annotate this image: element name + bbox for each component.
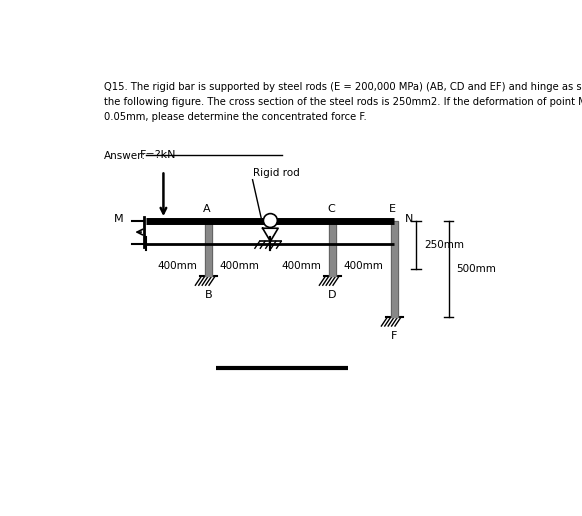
Text: F: F	[391, 331, 398, 341]
Text: 400mm: 400mm	[158, 261, 197, 270]
Text: 400mm: 400mm	[282, 261, 321, 270]
Text: M: M	[113, 214, 123, 224]
Text: 250mm: 250mm	[424, 239, 464, 250]
Text: C: C	[327, 204, 335, 214]
Bar	[205, 220, 212, 276]
Text: 400mm: 400mm	[219, 261, 260, 270]
Bar	[391, 220, 398, 317]
Bar	[329, 220, 336, 276]
Text: 500mm: 500mm	[456, 264, 496, 273]
Text: Q15. The rigid bar is supported by steel rods (E = 200,000 MPa) (AB, CD and EF) : Q15. The rigid bar is supported by steel…	[104, 82, 582, 122]
Text: 400mm: 400mm	[343, 261, 384, 270]
Text: Rigid rod: Rigid rod	[253, 168, 299, 178]
Text: N: N	[405, 214, 414, 224]
Text: A: A	[203, 204, 211, 214]
Text: F=?kN: F=?kN	[140, 151, 177, 160]
Text: Answer:: Answer:	[104, 151, 146, 161]
Circle shape	[264, 214, 278, 228]
Text: D: D	[328, 290, 336, 300]
Text: B: B	[204, 290, 212, 300]
Text: E: E	[389, 204, 396, 214]
